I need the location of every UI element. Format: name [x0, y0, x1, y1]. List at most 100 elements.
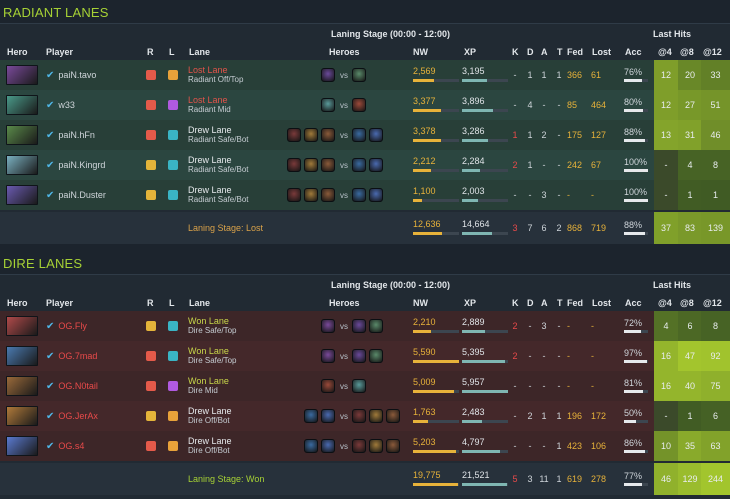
player-name-link[interactable]: OG.JerAx [58, 411, 98, 421]
enemy-hero-icon[interactable] [352, 68, 366, 82]
col-header-fed[interactable]: Fed [567, 298, 584, 308]
player-name-link[interactable]: OG.N0tail [58, 381, 98, 391]
col-header-k[interactable]: K [512, 298, 519, 308]
col-header-lane[interactable]: Lane [189, 298, 211, 308]
col-header-lh4[interactable]: @4 [658, 298, 672, 308]
col-header-r[interactable]: R [147, 47, 154, 57]
ally-hero-icon[interactable] [321, 98, 335, 112]
col-header-lost[interactable]: Lost [592, 47, 611, 57]
ally-hero-icon[interactable] [304, 409, 318, 423]
enemy-hero-icon[interactable] [352, 158, 366, 172]
col-header-player[interactable]: Player [46, 47, 74, 57]
col-header-fed[interactable]: Fed [567, 47, 584, 57]
enemy-hero-icon[interactable] [369, 158, 383, 172]
player-name-link[interactable]: paiN.tavo [58, 70, 97, 80]
col-header-l[interactable]: L [169, 47, 175, 57]
col-header-hero[interactable]: Hero [7, 47, 28, 57]
enemy-hero-icon[interactable] [386, 439, 400, 453]
ally-hero-icon[interactable] [321, 319, 335, 333]
col-header-lane[interactable]: Lane [189, 47, 211, 57]
ally-hero-icon[interactable] [304, 439, 318, 453]
ally-hero-icon[interactable] [321, 128, 335, 142]
hero-portrait[interactable] [6, 95, 38, 115]
enemy-hero-icon[interactable] [352, 98, 366, 112]
enemy-hero-icon[interactable] [352, 319, 366, 333]
col-header-lh12[interactable]: @12 [703, 47, 722, 57]
col-header-player[interactable]: Player [46, 298, 74, 308]
enemy-hero-icon[interactable] [352, 439, 366, 453]
col-header-lh8[interactable]: @8 [680, 298, 694, 308]
ally-hero-icon[interactable] [321, 68, 335, 82]
col-header-lh12[interactable]: @12 [703, 298, 722, 308]
enemy-hero-icon[interactable] [352, 409, 366, 423]
player-row[interactable]: ✔ OG.7mad Won Lane Dire Safe/Top vs 5,590 5,39… [0, 341, 730, 371]
col-header-k[interactable]: K [512, 47, 519, 57]
player-name-link[interactable]: paiN.Duster [58, 190, 106, 200]
col-header-xp[interactable]: XP [464, 47, 477, 57]
col-header-xp[interactable]: XP [464, 298, 477, 308]
col-header-t[interactable]: T [557, 47, 563, 57]
enemy-hero-icon[interactable] [386, 409, 400, 423]
hero-portrait[interactable] [6, 406, 38, 426]
player-row[interactable]: ✔ paiN.tavo Lost Lane Radiant Off/Top vs 2,56… [0, 60, 730, 90]
col-header-a[interactable]: A [541, 298, 548, 308]
ally-hero-icon[interactable] [321, 349, 335, 363]
hero-portrait[interactable] [6, 125, 38, 145]
ally-hero-icon[interactable] [321, 409, 335, 423]
hero-portrait[interactable] [6, 155, 38, 175]
hero-portrait[interactable] [6, 185, 38, 205]
col-header-t[interactable]: T [557, 298, 563, 308]
col-header-acc[interactable]: Acc [625, 298, 642, 308]
col-header-d[interactable]: D [527, 298, 534, 308]
enemy-hero-icon[interactable] [369, 319, 383, 333]
col-header-heroes[interactable]: Heroes [329, 298, 360, 308]
enemy-hero-icon[interactable] [369, 128, 383, 142]
player-row[interactable]: ✔ OG.JerAx Drew Lane Dire Off/Bot vs 1,763 2,4… [0, 401, 730, 431]
ally-hero-icon[interactable] [287, 158, 301, 172]
enemy-hero-icon[interactable] [352, 188, 366, 202]
enemy-hero-icon[interactable] [369, 188, 383, 202]
enemy-hero-icon[interactable] [369, 409, 383, 423]
player-row[interactable]: ✔ w33 Lost Lane Radiant Mid vs 3,377 3,896-4- -… [0, 90, 730, 120]
ally-hero-icon[interactable] [304, 128, 318, 142]
ally-hero-icon[interactable] [321, 158, 335, 172]
ally-hero-icon[interactable] [321, 188, 335, 202]
player-row[interactable]: ✔ OG.N0tail Won Lane Dire Mid vs 5,009 5,957- -… [0, 371, 730, 401]
col-header-r[interactable]: R [147, 298, 154, 308]
player-row[interactable]: ✔ OG.Fly Won Lane Dire Safe/Top vs 2,210 2,889… [0, 311, 730, 341]
col-header-nw[interactable]: NW [413, 298, 428, 308]
player-row[interactable]: ✔ paiN.Kingrd Drew Lane Radiant Safe/Bot vs 2… [0, 150, 730, 180]
ally-hero-icon[interactable] [304, 158, 318, 172]
enemy-hero-icon[interactable] [369, 349, 383, 363]
col-header-heroes[interactable]: Heroes [329, 47, 360, 57]
col-header-d[interactable]: D [527, 47, 534, 57]
col-header-acc[interactable]: Acc [625, 47, 642, 57]
player-name-link[interactable]: paiN.Kingrd [58, 160, 106, 170]
player-row[interactable]: ✔ paiN.hFn Drew Lane Radiant Safe/Bot vs 3,37… [0, 120, 730, 150]
player-name-link[interactable]: OG.Fly [58, 321, 87, 331]
player-name-link[interactable]: w33 [58, 100, 75, 110]
ally-hero-icon[interactable] [287, 188, 301, 202]
player-name-link[interactable]: paiN.hFn [58, 130, 95, 140]
col-header-hero[interactable]: Hero [7, 298, 28, 308]
hero-portrait[interactable] [6, 436, 38, 456]
enemy-hero-icon[interactable] [369, 439, 383, 453]
ally-hero-icon[interactable] [321, 439, 335, 453]
player-name-link[interactable]: OG.7mad [58, 351, 98, 361]
hero-portrait[interactable] [6, 346, 38, 366]
enemy-hero-icon[interactable] [352, 349, 366, 363]
col-header-a[interactable]: A [541, 47, 548, 57]
col-header-nw[interactable]: NW [413, 47, 428, 57]
enemy-hero-icon[interactable] [352, 128, 366, 142]
player-name-link[interactable]: OG.s4 [58, 441, 85, 451]
ally-hero-icon[interactable] [304, 188, 318, 202]
player-row[interactable]: ✔ paiN.Duster Drew Lane Radiant Safe/Bot vs 1… [0, 180, 730, 210]
enemy-hero-icon[interactable] [352, 379, 366, 393]
ally-hero-icon[interactable] [287, 128, 301, 142]
hero-portrait[interactable] [6, 316, 38, 336]
col-header-l[interactable]: L [169, 298, 175, 308]
ally-hero-icon[interactable] [321, 379, 335, 393]
col-header-lh8[interactable]: @8 [680, 47, 694, 57]
col-header-lost[interactable]: Lost [592, 298, 611, 308]
player-row[interactable]: ✔ OG.s4 Drew Lane Dire Off/Bot vs 5,203 4,797 -… [0, 431, 730, 461]
